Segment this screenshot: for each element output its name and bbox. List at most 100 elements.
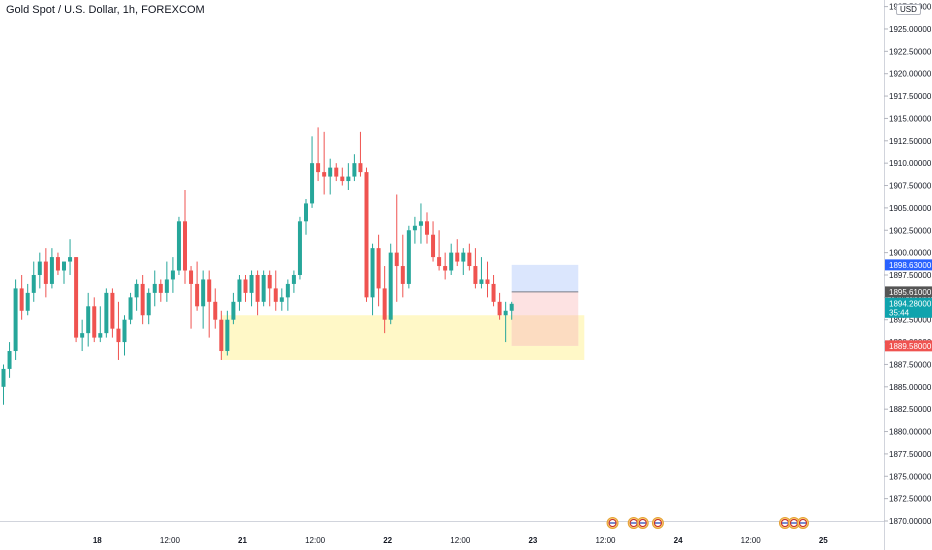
candle-body[interactable] [225, 319, 230, 352]
candle-body[interactable] [322, 172, 327, 177]
candle-body[interactable] [346, 176, 351, 182]
candle-body[interactable] [43, 261, 48, 284]
candle-body[interactable] [418, 221, 423, 226]
candle-body[interactable] [213, 301, 218, 320]
candle-body[interactable] [19, 288, 24, 311]
chart-title: Gold Spot / U.S. Dollar, 1h, FOREXCOM [6, 4, 205, 16]
candle-body[interactable] [68, 257, 73, 262]
candle-body[interactable] [62, 261, 66, 271]
candle-body[interactable] [92, 306, 97, 338]
candle-body[interactable] [261, 274, 266, 302]
candle-body[interactable] [352, 163, 357, 177]
candle-body[interactable] [461, 252, 466, 262]
candle-body[interactable] [74, 257, 79, 338]
candle-body[interactable] [406, 230, 411, 284]
candle-body[interactable] [479, 279, 484, 284]
candle-body[interactable] [473, 266, 478, 284]
candle-body[interactable] [509, 303, 514, 311]
candle-body[interactable] [128, 297, 133, 320]
candle-body[interactable] [1, 368, 6, 387]
candle-body[interactable] [304, 203, 308, 222]
price-tick-label: 1915.00000 [889, 114, 932, 123]
candle-body[interactable] [7, 351, 12, 369]
candle-body[interactable] [388, 252, 393, 320]
candle-body[interactable] [158, 283, 163, 293]
candle-body[interactable] [13, 288, 18, 352]
candle-body[interactable] [316, 163, 321, 173]
candle-body[interactable] [400, 266, 405, 284]
candle-body[interactable] [164, 279, 169, 293]
candle-body[interactable] [170, 270, 175, 280]
candle-body[interactable] [231, 301, 236, 320]
price-tag-label: 1889.58000 [889, 342, 932, 351]
candle-body[interactable] [370, 248, 375, 298]
candle-body[interactable] [25, 292, 30, 311]
candle-body[interactable] [503, 310, 508, 316]
candle-body[interactable] [340, 176, 345, 182]
candle-body[interactable] [485, 279, 490, 284]
candle-body[interactable] [467, 252, 472, 267]
candle-body[interactable] [382, 288, 387, 320]
candle-body[interactable] [255, 274, 260, 302]
price-tick-label: 1897.50000 [889, 271, 932, 280]
candle-body[interactable] [279, 297, 284, 302]
candle-body[interactable] [310, 163, 315, 204]
candle-body[interactable] [364, 172, 369, 298]
candle-body[interactable] [31, 274, 36, 293]
candle-body[interactable] [195, 283, 200, 307]
candle-body[interactable] [55, 257, 60, 271]
candle-body[interactable] [176, 221, 181, 271]
price-tick-label: 1905.00000 [889, 204, 932, 213]
candle-body[interactable] [285, 283, 290, 298]
candle-body[interactable] [183, 221, 187, 271]
currency-badge[interactable]: USD [896, 4, 921, 15]
price-tick-label: 1872.50000 [889, 495, 932, 504]
candle-body[interactable] [146, 292, 151, 316]
candle-body[interactable] [431, 234, 436, 258]
candle-body[interactable] [358, 163, 363, 173]
candle-body[interactable] [116, 328, 121, 343]
candle-body[interactable] [219, 319, 224, 352]
candle-body[interactable] [443, 266, 448, 271]
candle-body[interactable] [207, 279, 212, 302]
candle-body[interactable] [291, 274, 296, 284]
candle-body[interactable] [376, 248, 381, 289]
candle-body[interactable] [425, 221, 429, 235]
candle-body[interactable] [243, 279, 248, 293]
candle-body[interactable] [98, 333, 103, 338]
candle-body[interactable] [152, 283, 157, 293]
candle-body[interactable] [37, 261, 42, 275]
candle-body[interactable] [297, 221, 302, 275]
price-tick-label: 1922.50000 [889, 47, 932, 56]
price-tick-label: 1870.00000 [889, 517, 932, 526]
candle-body[interactable] [80, 333, 85, 338]
candle-body[interactable] [455, 252, 460, 262]
time-tick-label: 21 [238, 536, 247, 545]
candle-body[interactable] [201, 279, 206, 307]
price-tick-label: 1902.50000 [889, 226, 932, 235]
candle-body[interactable] [334, 167, 339, 177]
candle-body[interactable] [189, 270, 194, 284]
candle-body[interactable] [86, 306, 91, 334]
price-tick-label: 1882.50000 [889, 405, 932, 414]
price-tick-label: 1920.00000 [889, 70, 932, 79]
candle-body[interactable] [491, 283, 496, 302]
candle-body[interactable] [122, 319, 127, 343]
candle-body[interactable] [237, 279, 242, 302]
candle-body[interactable] [140, 283, 145, 316]
candle-body[interactable] [49, 257, 54, 284]
candle-body[interactable] [437, 257, 442, 267]
candle-body[interactable] [267, 274, 272, 289]
candle-body[interactable] [273, 288, 278, 302]
candle-body[interactable] [497, 301, 502, 316]
candle-body[interactable] [394, 252, 399, 267]
candle-body[interactable] [449, 252, 454, 271]
candle-body[interactable] [134, 283, 139, 298]
candle-body[interactable] [104, 292, 109, 334]
candle-body[interactable] [110, 292, 115, 329]
candle-body[interactable] [412, 225, 417, 231]
candle-body[interactable] [249, 274, 254, 293]
position-target-area[interactable] [511, 264, 579, 292]
candle-body[interactable] [328, 167, 333, 177]
